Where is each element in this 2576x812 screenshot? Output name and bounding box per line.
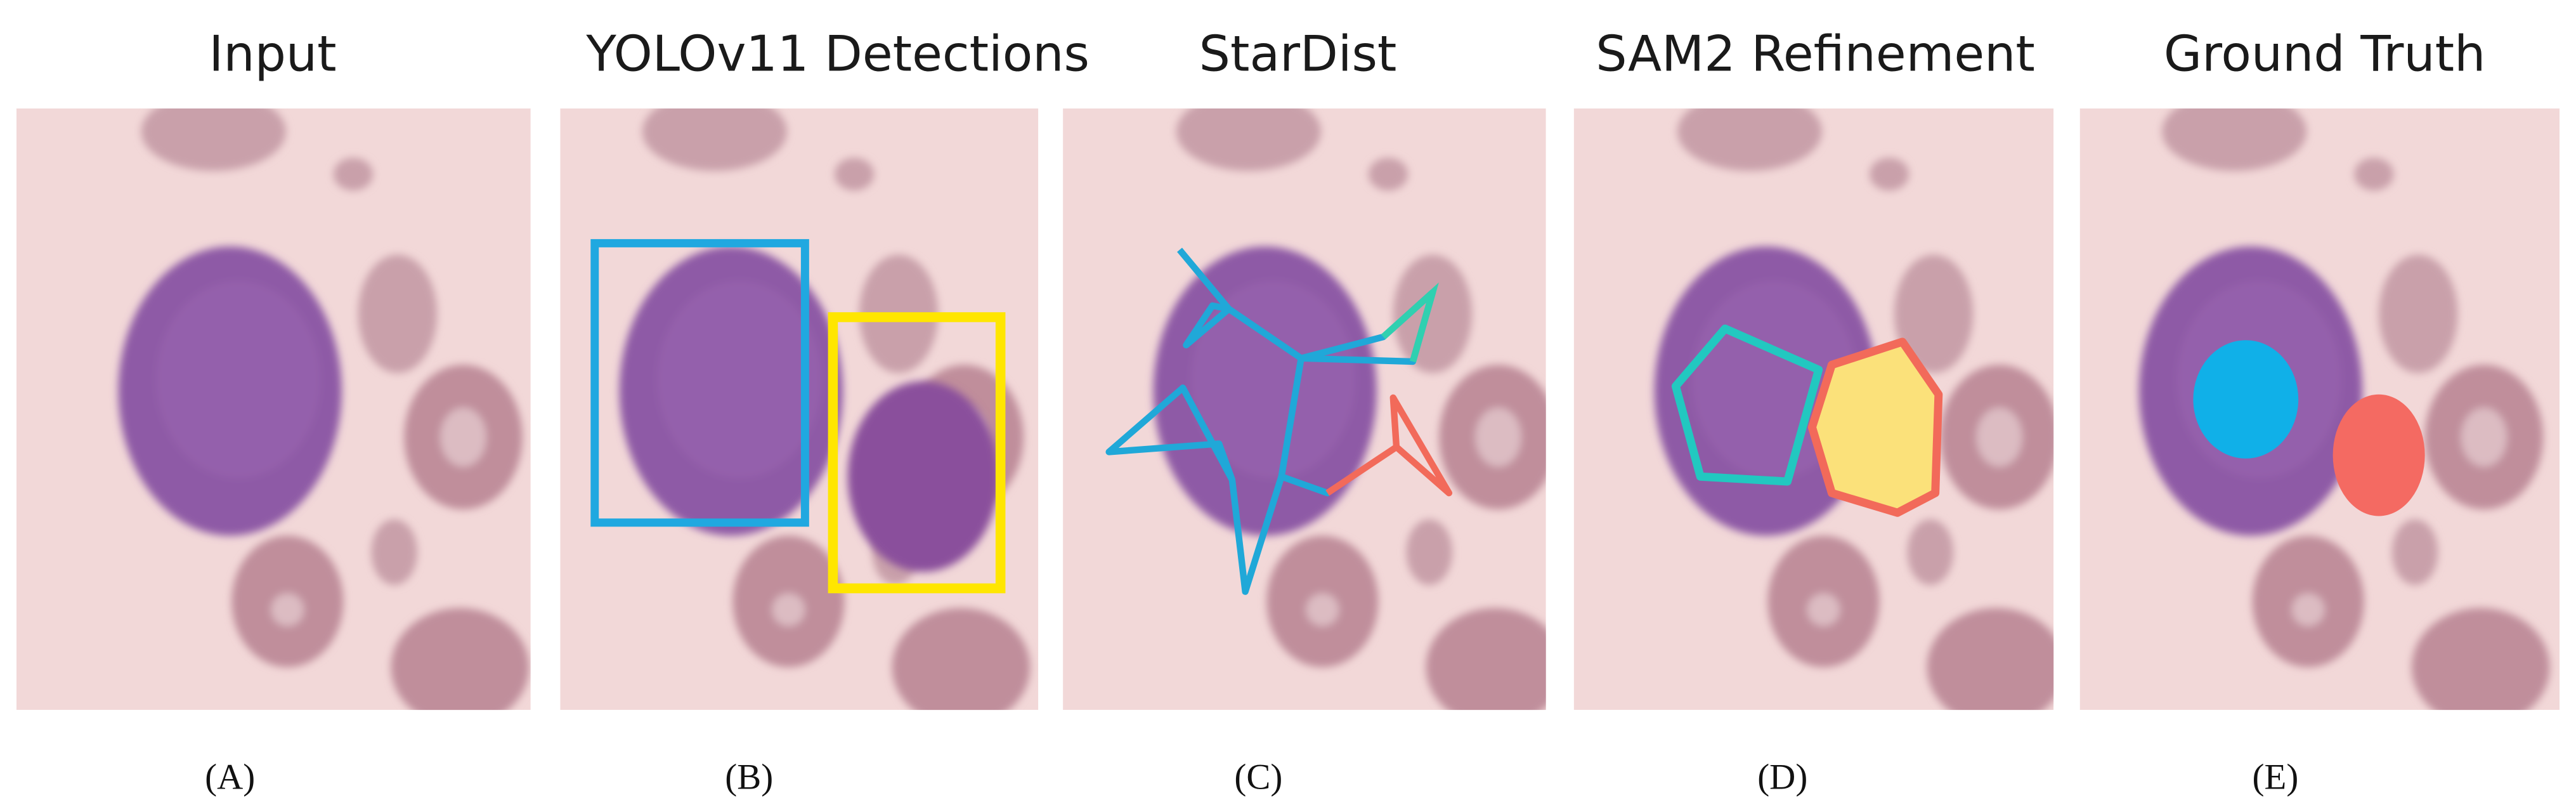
panel-stardist: [1063, 108, 1564, 726]
panel-title: StarDist: [1199, 25, 1397, 82]
panel-input: [16, 108, 531, 726]
panel-sam2: [1573, 108, 2065, 726]
panel-ground-truth: [2079, 108, 2560, 726]
panel-label: (E): [2253, 757, 2299, 797]
panel-title: Ground Truth: [2164, 25, 2485, 82]
panel-label: (A): [205, 757, 255, 797]
panel-title: Input: [209, 25, 336, 82]
panel-label: (B): [725, 757, 773, 797]
panel-label: (D): [1757, 757, 1807, 797]
panel-title: SAM2 Refinement: [1596, 25, 2035, 82]
panel-title: YOLOv11 Detections: [585, 25, 1090, 82]
panel-yolo: [560, 108, 1039, 726]
panel-label: (C): [1234, 757, 1282, 797]
